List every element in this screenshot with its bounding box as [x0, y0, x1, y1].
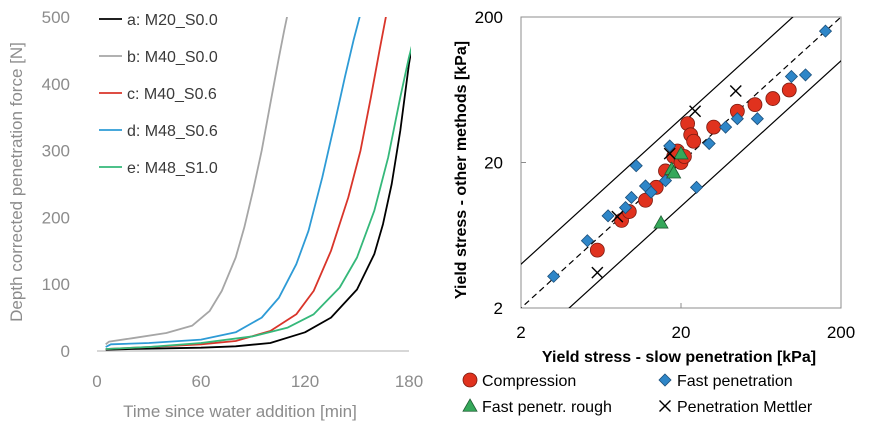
right-x-axis-label: Yield stress - slow penetration [kPa] — [542, 349, 816, 366]
data-point — [589, 242, 605, 258]
legend-marker — [462, 398, 478, 412]
data-point — [611, 210, 624, 223]
right-y-tick-label: 2 — [494, 299, 503, 318]
data-point — [702, 136, 716, 151]
data-point — [730, 112, 744, 126]
series-line — [105, 17, 288, 346]
left-x-tick-label: 120 — [291, 372, 319, 391]
left-y-tick-label: 100 — [42, 275, 70, 294]
series-line — [105, 17, 361, 348]
legend-label: a: M20_S0.0 — [127, 12, 218, 29]
legend-label: e: M48_S1.0 — [127, 160, 218, 177]
data-point — [580, 234, 594, 248]
right-scatter-points — [547, 24, 833, 283]
data-point — [663, 139, 677, 153]
right-y-ticks: 2 20 200 — [475, 8, 503, 318]
left-y-tick-label: 500 — [42, 8, 70, 27]
left-y-ticks: 0 100 200 300 400 500 — [42, 8, 70, 361]
right-x-ticks: 2 20 200 — [516, 323, 855, 342]
series-line — [105, 17, 387, 350]
right-legend: Compression Fast penetration Fast penetr. … — [462, 372, 813, 416]
series-line — [105, 47, 411, 351]
left-chart: 0 100 200 300 400 500 0 60 120 180 a: M20_S0.0 b:… — [7, 8, 423, 421]
right-x-tick-label: 2 — [516, 323, 525, 342]
data-point — [818, 24, 833, 38]
left-y-tick-label: 300 — [42, 142, 70, 161]
legend-marker — [462, 372, 478, 388]
data-point — [781, 82, 797, 98]
legend-label: c: M40_S0.6 — [127, 86, 217, 103]
data-point — [601, 209, 615, 223]
data-point — [747, 97, 763, 112]
legend-label: b: M40_S0.0 — [127, 49, 218, 66]
data-point — [618, 201, 633, 215]
data-point — [689, 180, 704, 194]
data-point — [653, 215, 669, 229]
data-point — [547, 269, 561, 283]
upper-bound-line — [521, 17, 794, 266]
data-point — [706, 119, 722, 135]
data-point — [689, 105, 702, 118]
right-y-axis-label: Yield stress - other methods [kPa] — [453, 41, 470, 299]
data-point — [673, 145, 689, 160]
data-point — [750, 112, 764, 126]
left-x-tick-label: 180 — [395, 372, 423, 391]
data-point — [784, 69, 798, 84]
data-point — [663, 147, 676, 160]
left-y-tick-label: 400 — [42, 75, 70, 94]
legend-marker — [659, 400, 671, 412]
left-x-ticks: 0 60 120 180 — [92, 372, 423, 391]
right-x-tick-label: 200 — [827, 323, 855, 342]
series-line — [105, 45, 411, 350]
right-y-tick-label: 200 — [475, 8, 503, 27]
left-y-tick-label: 200 — [42, 208, 70, 227]
data-point — [798, 68, 813, 82]
right-y-tick-label: 20 — [484, 154, 503, 173]
data-point — [591, 266, 604, 279]
data-point — [638, 192, 653, 208]
legend-label: Penetration Mettler — [677, 399, 813, 416]
left-series-lines — [105, 17, 411, 351]
left-y-axis-label: Depth corrected penetration force [N] — [7, 42, 26, 322]
data-point — [765, 91, 781, 106]
left-legend: a: M20_S0.0 b: M40_S0.0 c: M40_S0.6 d: M48_… — [99, 12, 218, 177]
right-chart: 2 20 200 2 20 200 Yield stress - slow penetr… — [453, 8, 855, 416]
lower-bound-line — [568, 59, 841, 308]
data-point — [729, 85, 742, 98]
left-x-tick-label: 0 — [92, 372, 101, 391]
data-point — [624, 190, 638, 205]
data-point — [686, 133, 702, 149]
data-point — [629, 159, 643, 173]
legend-label: Compression — [482, 373, 576, 390]
legend-label: d: M48_S0.6 — [127, 123, 218, 140]
left-x-tick-label: 60 — [192, 372, 211, 391]
data-point — [665, 164, 682, 179]
legend-label: Fast penetration — [677, 373, 793, 390]
left-x-axis-label: Time since water addition [min] — [123, 402, 357, 421]
legend-label: Fast penetr. rough — [482, 399, 612, 416]
right-x-tick-label: 20 — [672, 323, 691, 342]
data-point — [644, 185, 658, 199]
left-y-tick-label: 0 — [61, 342, 70, 361]
data-point — [719, 120, 733, 134]
legend-marker — [658, 373, 672, 387]
